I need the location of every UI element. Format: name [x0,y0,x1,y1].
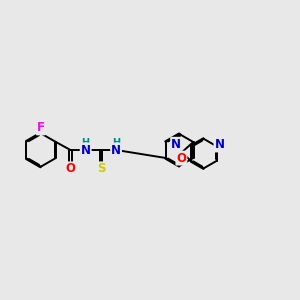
Text: N: N [111,143,121,157]
Text: H: H [82,138,90,148]
Text: N: N [214,139,224,152]
Text: O: O [65,162,76,176]
Text: N: N [171,138,181,151]
Text: H: H [112,138,120,148]
Text: N: N [81,143,91,157]
Text: F: F [37,122,45,134]
Text: S: S [97,162,105,176]
Text: O: O [176,152,186,165]
